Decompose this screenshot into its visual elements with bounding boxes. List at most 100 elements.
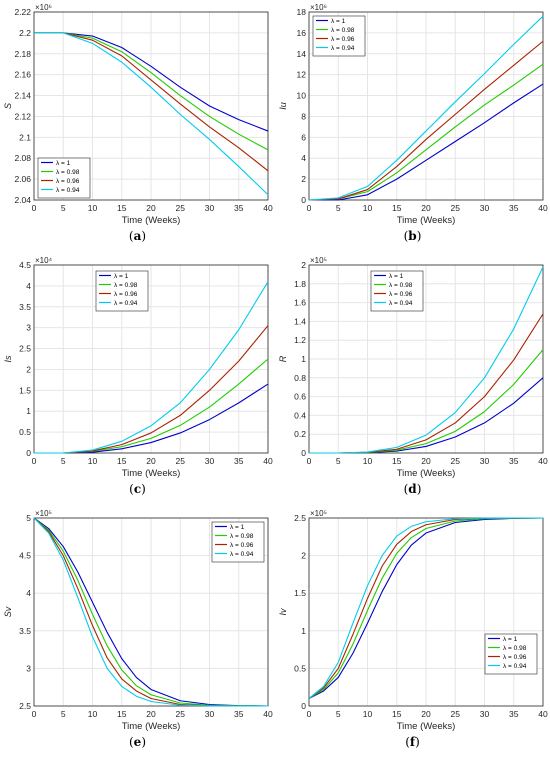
x-tick-label: 10 bbox=[363, 203, 373, 213]
legend-entry: λ = 0.96 bbox=[331, 36, 355, 43]
x-axis-label: Time (Weeks) bbox=[122, 468, 181, 479]
chart-panel-c: 0 5 10 15 20 25 30 35 40 0 0.5 1 1.5 2 2.5 3 3.5 4 4.5 ×10⁴… bbox=[0, 253, 275, 506]
x-tick-label: 35 bbox=[509, 456, 519, 466]
x-tick-label: 0 bbox=[307, 709, 312, 719]
y-tick-label: 2.22 bbox=[14, 7, 31, 17]
y-tick-label: 2.18 bbox=[14, 49, 31, 59]
y-tick-label: 1.5 bbox=[19, 385, 31, 395]
y-axis-label: Iv bbox=[278, 608, 288, 616]
caption-e: (e) bbox=[128, 735, 146, 749]
chart-b-svg: 0 5 10 15 20 25 30 35 40 0 2 4 6 8 10 12 14 16 18 ×10⁶ Time … bbox=[278, 3, 548, 226]
caption-d: (d) bbox=[403, 482, 422, 496]
legend-entry: λ = 0.94 bbox=[230, 551, 254, 558]
y-tick-label: 2.5 bbox=[19, 344, 31, 354]
y-tick-label: 1 bbox=[301, 354, 306, 364]
y-tick-label: 2.16 bbox=[14, 70, 31, 80]
y-axis-label: Iu bbox=[278, 102, 288, 110]
x-tick-label: 30 bbox=[480, 203, 490, 213]
chart-panel-e: 0 5 10 15 20 25 30 35 40 2.5 3 3.5 4 4.5 5 ×10⁵ Time (We… bbox=[0, 506, 275, 759]
y-tick-label: 4 bbox=[26, 588, 31, 598]
chart-d-svg: 0 5 10 15 20 25 30 35 40 0 0.2 0.4 0.6 0.8 1 1.2 1.4 1.6 1… bbox=[278, 256, 548, 479]
y-axis-label: S bbox=[3, 103, 13, 109]
legend-box bbox=[312, 15, 366, 57]
legend-entry: λ = 1 bbox=[331, 18, 346, 25]
grid bbox=[308, 517, 544, 707]
axes-frame bbox=[33, 11, 269, 201]
x-tick-label: 25 bbox=[451, 709, 461, 719]
legend-entry: λ = 0.96 bbox=[230, 542, 254, 549]
legend-entry: λ = 0.94 bbox=[389, 300, 413, 307]
y-tick-label: 0.5 bbox=[19, 427, 31, 437]
x-tick-label: 40 bbox=[538, 203, 548, 213]
chart-c-svg: 0 5 10 15 20 25 30 35 40 0 0.5 1 1.5 2 2.5 3 3.5 4 4.5 ×10⁴… bbox=[3, 256, 273, 479]
series-line bbox=[308, 517, 543, 699]
axis-exponent: ×10⁵ bbox=[310, 256, 327, 265]
x-tick-label: 30 bbox=[205, 203, 215, 213]
chart-e-svg: 0 5 10 15 20 25 30 35 40 2.5 3 3.5 4 4.5 5 ×10⁵ Time (We… bbox=[3, 509, 273, 732]
legend-entry: λ = 1 bbox=[114, 273, 129, 280]
legend-entry: λ = 0.96 bbox=[114, 291, 138, 298]
legend-entry: λ = 1 bbox=[503, 636, 518, 643]
caption-c: (c) bbox=[129, 482, 146, 496]
y-tick-label: 2.1 bbox=[19, 132, 31, 142]
y-tick-label: 2.14 bbox=[14, 91, 31, 101]
x-tick-label: 40 bbox=[263, 709, 273, 719]
legend-entry: λ = 0.96 bbox=[503, 654, 527, 661]
y-tick-label: 8 bbox=[301, 111, 306, 121]
y-tick-label: 14 bbox=[297, 49, 307, 59]
y-tick-label: 2.5 bbox=[294, 513, 306, 523]
x-tick-label: 40 bbox=[263, 456, 273, 466]
x-tick-label: 15 bbox=[392, 709, 402, 719]
legend-entry: λ = 0.98 bbox=[230, 533, 254, 540]
x-tick-label: 10 bbox=[88, 456, 98, 466]
x-tick-label: 30 bbox=[480, 709, 490, 719]
axis-exponent: ×10⁶ bbox=[310, 3, 327, 12]
legend-entry: λ = 0.98 bbox=[56, 169, 80, 176]
x-tick-label: 40 bbox=[263, 203, 273, 213]
y-axis-label: Is bbox=[3, 355, 13, 363]
x-tick-label: 30 bbox=[205, 709, 215, 719]
x-tick-label: 0 bbox=[32, 709, 37, 719]
y-tick-label: 0.8 bbox=[294, 373, 306, 383]
caption-f: (f) bbox=[405, 735, 420, 749]
y-tick-label: 4 bbox=[26, 281, 31, 291]
y-tick-label: 2.2 bbox=[19, 28, 31, 38]
y-tick-label: 3.5 bbox=[19, 626, 31, 636]
y-tick-label: 2 bbox=[301, 174, 306, 184]
grid bbox=[308, 264, 544, 454]
chart-panel-f: 0 5 10 15 20 25 30 35 40 0 0.5 1 1.5 2 2.5 ×10⁵ Time (We… bbox=[275, 506, 550, 759]
y-tick-label: 0.6 bbox=[294, 392, 306, 402]
legend-box bbox=[370, 270, 424, 312]
caption-a: (a) bbox=[128, 229, 147, 243]
x-axis-label: Time (Weeks) bbox=[397, 468, 456, 479]
series-line bbox=[34, 32, 269, 172]
legend-box bbox=[484, 633, 538, 675]
legend-entry: λ = 0.96 bbox=[56, 178, 80, 185]
x-tick-label: 5 bbox=[61, 456, 66, 466]
x-tick-label: 15 bbox=[392, 456, 402, 466]
y-tick-label: 10 bbox=[297, 91, 307, 101]
legend: λ = 1 λ = 0.98 λ = 0.96 λ = 0.94 bbox=[312, 15, 366, 57]
axes-frame bbox=[308, 517, 544, 707]
series-line bbox=[309, 266, 544, 454]
legend-entry: λ = 0.94 bbox=[503, 663, 527, 670]
x-tick-label: 35 bbox=[509, 709, 519, 719]
y-tick-label: 3.5 bbox=[19, 302, 31, 312]
legend-entry: λ = 0.98 bbox=[331, 27, 355, 34]
chart-f-svg: 0 5 10 15 20 25 30 35 40 0 0.5 1 1.5 2 2.5 ×10⁵ Time (We… bbox=[278, 509, 548, 732]
legend: λ = 1 λ = 0.98 λ = 0.96 λ = 0.94 bbox=[484, 633, 538, 675]
y-tick-label: 0 bbox=[301, 448, 306, 458]
x-tick-label: 20 bbox=[146, 709, 156, 719]
y-tick-label: 1.6 bbox=[294, 298, 306, 308]
y-tick-label: 12 bbox=[297, 70, 307, 80]
legend-entry: λ = 0.94 bbox=[114, 300, 138, 307]
y-tick-label: 0.4 bbox=[294, 410, 306, 420]
x-axis-label: Time (Weeks) bbox=[122, 215, 181, 226]
series-line bbox=[308, 40, 544, 201]
x-tick-label: 20 bbox=[421, 203, 431, 213]
x-tick-label: 15 bbox=[117, 456, 127, 466]
y-tick-label: 2 bbox=[26, 364, 31, 374]
y-tick-label: 4.5 bbox=[19, 551, 31, 561]
x-tick-label: 15 bbox=[117, 203, 127, 213]
x-tick-label: 40 bbox=[538, 456, 548, 466]
